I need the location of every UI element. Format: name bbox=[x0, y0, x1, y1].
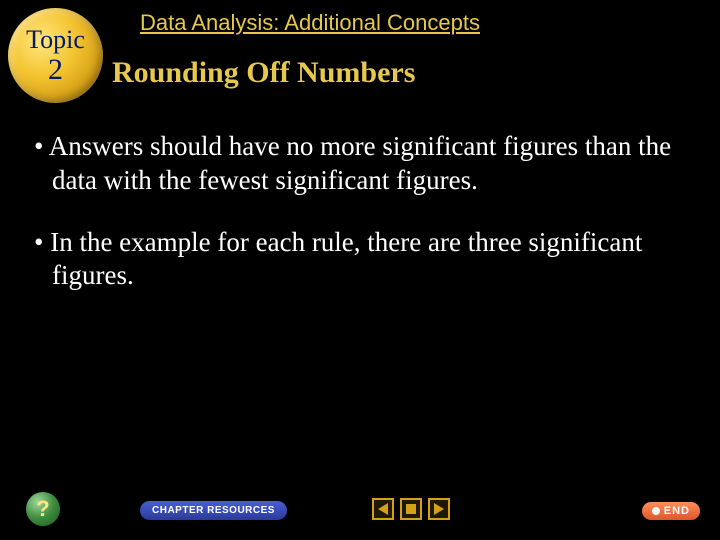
help-icon: ? bbox=[36, 496, 49, 522]
topic-badge: Topic 2 bbox=[8, 8, 103, 103]
topic-label: Topic bbox=[26, 27, 85, 53]
stop-button[interactable] bbox=[400, 498, 422, 520]
chapter-resources-button[interactable]: CHAPTER RESOURCES bbox=[140, 501, 287, 520]
nav-group bbox=[372, 498, 450, 520]
prev-button[interactable] bbox=[372, 498, 394, 520]
bullet-item: Answers should have no more significant … bbox=[28, 130, 680, 198]
content-area: Answers should have no more significant … bbox=[28, 130, 680, 321]
triangle-right-icon bbox=[434, 503, 444, 515]
square-icon bbox=[406, 504, 416, 514]
end-label: END bbox=[664, 505, 690, 517]
footer-bar: ? CHAPTER RESOURCES END bbox=[0, 490, 720, 530]
end-button[interactable]: END bbox=[642, 502, 700, 520]
page-subtitle: Rounding Off Numbers bbox=[112, 56, 415, 90]
bullet-item: In the example for each rule, there are … bbox=[28, 226, 680, 294]
triangle-left-icon bbox=[378, 503, 388, 515]
dot-icon bbox=[652, 507, 660, 515]
topic-number: 2 bbox=[48, 55, 63, 85]
next-button[interactable] bbox=[428, 498, 450, 520]
help-button[interactable]: ? bbox=[26, 492, 60, 526]
header-title: Data Analysis: Additional Concepts bbox=[140, 10, 480, 36]
